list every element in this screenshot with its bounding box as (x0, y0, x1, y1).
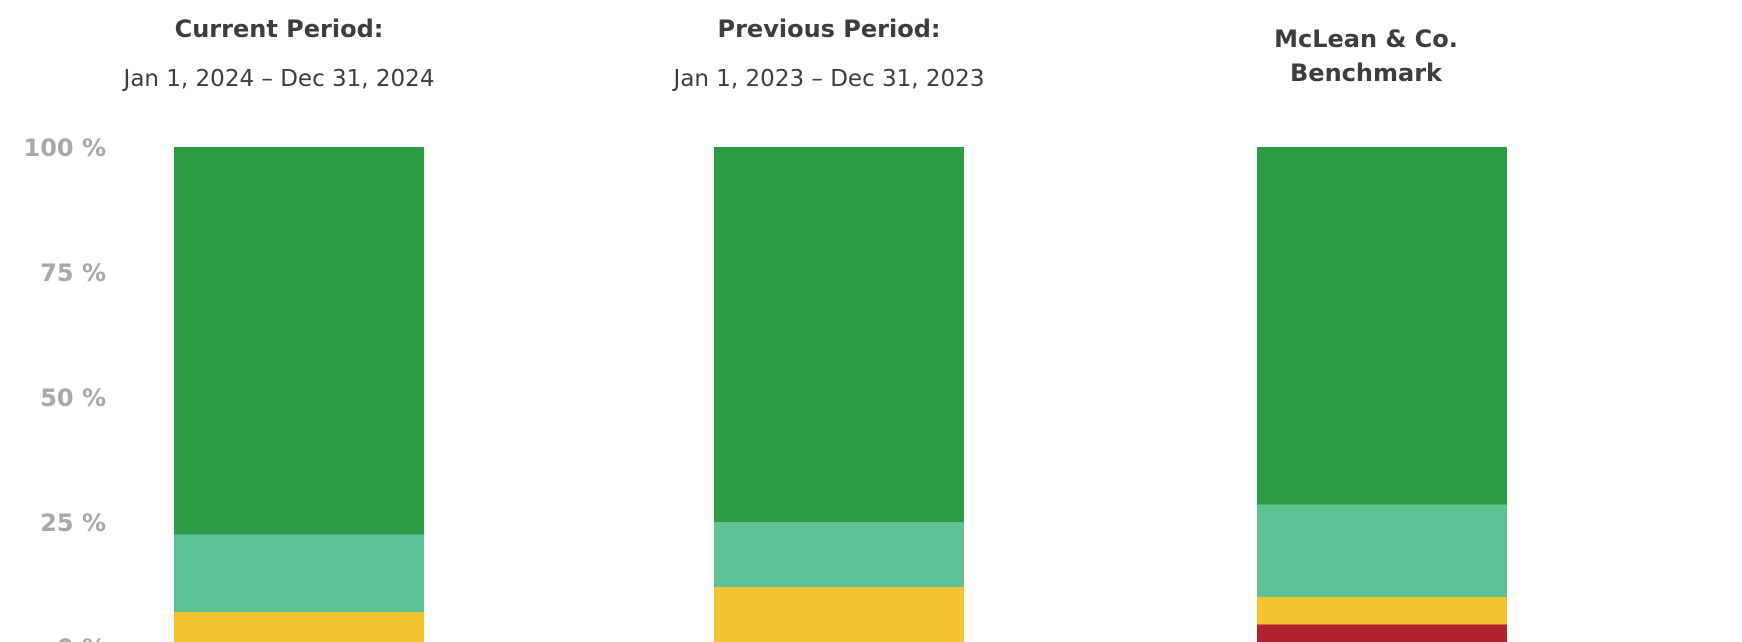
bar-segment (714, 522, 964, 587)
bars (174, 147, 1507, 642)
column-subtitle-previous: Jan 1, 2023 – Dec 31, 2023 (672, 66, 985, 92)
y-tick-label: 50 % (40, 384, 106, 412)
y-tick-label: 25 % (40, 509, 106, 537)
bar-segment (1257, 624, 1507, 642)
bar-segment (1257, 147, 1507, 505)
y-tick-label: 0 % (57, 634, 106, 642)
column-title-benchmark-line2: Benchmark (1290, 59, 1443, 87)
bar-segment (174, 612, 424, 642)
bar-segment (174, 147, 424, 535)
bar-segment (714, 147, 964, 522)
y-tick-label: 100 % (24, 134, 107, 162)
bar-segment (1257, 504, 1507, 597)
bar-segment (1257, 597, 1507, 625)
column-title-previous: Previous Period: (718, 15, 941, 43)
column-title-benchmark-line1: McLean & Co. (1274, 25, 1458, 53)
column-title-current: Current Period: (175, 15, 384, 43)
y-axis: 0 % 25 % 50 % 75 % 100 % (24, 134, 107, 642)
bar-segment (714, 587, 964, 642)
bar-segment (174, 534, 424, 612)
column-titles: Current Period: Jan 1, 2024 – Dec 31, 20… (122, 15, 1458, 92)
y-tick-label: 75 % (40, 259, 106, 287)
column-subtitle-current: Jan 1, 2024 – Dec 31, 2024 (122, 66, 435, 92)
